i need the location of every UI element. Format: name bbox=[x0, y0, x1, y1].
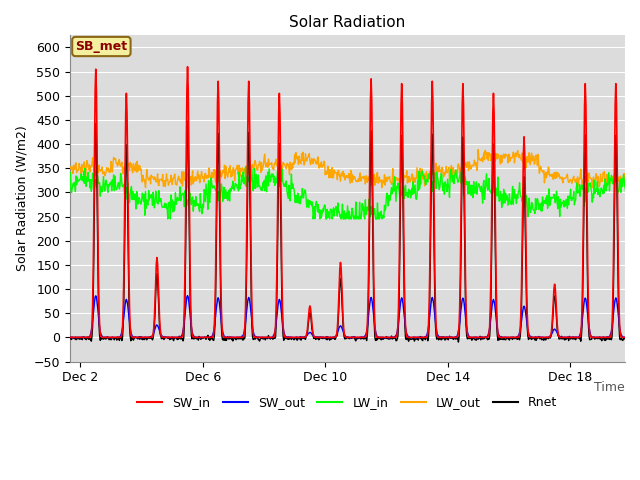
Text: SB_met: SB_met bbox=[76, 40, 127, 53]
Text: Time: Time bbox=[595, 381, 625, 394]
Title: Solar Radiation: Solar Radiation bbox=[289, 15, 406, 30]
Legend: SW_in, SW_out, LW_in, LW_out, Rnet: SW_in, SW_out, LW_in, LW_out, Rnet bbox=[132, 391, 563, 414]
Y-axis label: Solar Radiation (W/m2): Solar Radiation (W/m2) bbox=[15, 126, 28, 271]
